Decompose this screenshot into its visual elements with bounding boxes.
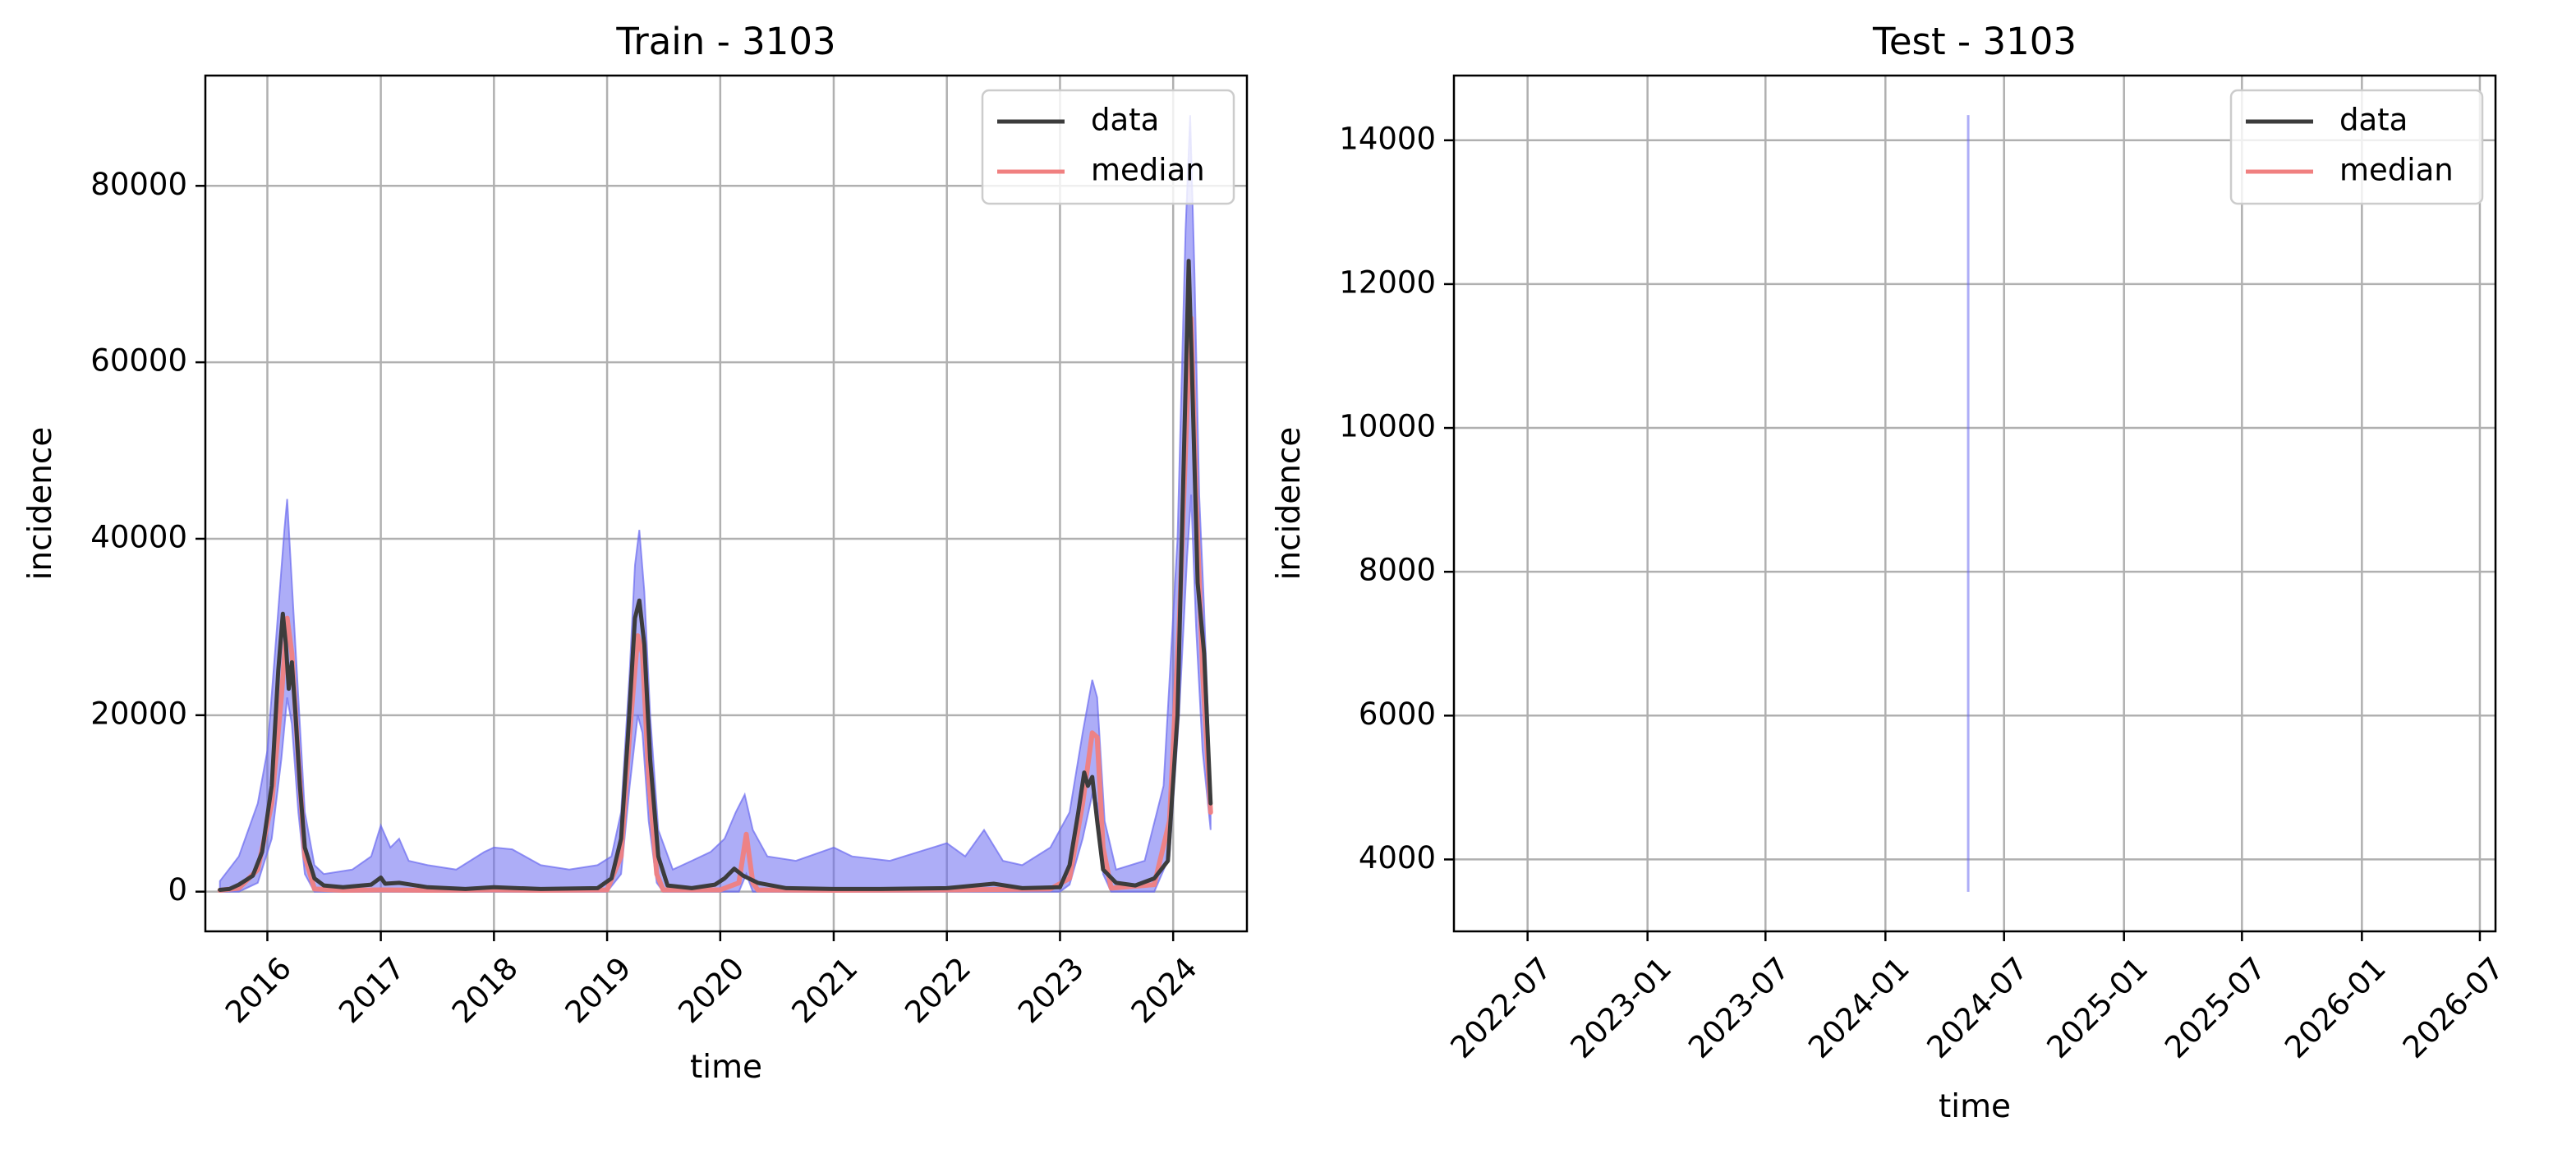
chart-1-axes-frame (204, 74, 1249, 933)
chart-1-ytick-label-4: 80000 (90, 167, 187, 202)
chart-1-xtick-label-5: 2021 (785, 950, 865, 1030)
chart-1-title: Train - 3103 (615, 20, 835, 63)
chart-2-ytick-label-2: 8000 (1359, 553, 1436, 588)
chart-1-series-median-line (217, 315, 1213, 893)
chart-1-ytick-label-1: 20000 (90, 696, 187, 731)
chart-2-ytick-label-4: 12000 (1339, 264, 1436, 300)
chart-1-xtick-label-3: 2019 (559, 950, 638, 1030)
chart-1-xtick-label-2: 2018 (445, 950, 525, 1030)
chart-1-legend: data median (981, 89, 1235, 205)
chart-1-ytick-label-0: 0 (168, 872, 187, 908)
chart-2-legend: data median (2229, 89, 2484, 205)
chart-2-ytick-label-3: 10000 (1339, 409, 1436, 444)
chart-2-legend-label-data: data (2339, 103, 2408, 138)
chart-2-xlabel: time (1939, 1088, 2011, 1125)
chart-2-axes-frame (1452, 74, 2497, 933)
chart-2-xtick-label-0: 2022-07 (1444, 950, 1559, 1065)
chart-1-ytick-label-3: 60000 (90, 343, 187, 379)
chart-2-xtick-label-3: 2024-01 (1801, 950, 1916, 1065)
chart-1-xtick-label-0: 2016 (218, 950, 298, 1030)
chart-1-xtick-label-4: 2020 (671, 950, 751, 1030)
chart-1-legend-label-data: data (1091, 103, 1159, 138)
chart-2-xtick-label-8: 2026-07 (2396, 950, 2511, 1065)
chart-2-xtick-label-4: 2024-07 (1920, 950, 2036, 1065)
chart-2-xtick-label-6: 2025-07 (2158, 950, 2273, 1065)
chart-1-xtick-label-6: 2022 (898, 950, 978, 1030)
chart-1-legend-label-median: median (1091, 153, 1205, 188)
chart-1: 0 20000 40000 60000 80000 2016 2017 2018 2019 202… (22, 20, 1249, 1086)
chart-1-xlabel: time (690, 1049, 762, 1086)
chart-1-ylabel: incidence (22, 427, 59, 581)
chart-1-legend-frame (981, 89, 1235, 205)
chart-2-xtick-label-2: 2023-07 (1681, 950, 1796, 1065)
chart-1-plot-area (217, 115, 1213, 893)
chart-1-series-data-line (218, 259, 1213, 892)
chart-2-legend-frame (2229, 89, 2484, 205)
chart-1-xtick-label-1: 2017 (332, 950, 412, 1030)
chart-2-title: Test - 3103 (1872, 20, 2077, 63)
chart-2-legend-label-median: median (2339, 153, 2454, 188)
chart-2-xtick-label-1: 2023-01 (1564, 950, 1679, 1065)
chart-1-xtick-label-7: 2023 (1011, 950, 1091, 1030)
chart-1-xtick-label-8: 2024 (1125, 950, 1204, 1030)
chart-2-xtick-label-7: 2026-01 (2278, 950, 2393, 1065)
chart-1-band (218, 115, 1212, 893)
chart-2-xtick-label-5: 2025-01 (2040, 950, 2155, 1065)
chart-2-ytick-label-5: 14000 (1339, 121, 1436, 156)
chart-2-ytick-label-0: 4000 (1359, 840, 1436, 876)
chart-2-ylabel: incidence (1271, 427, 1308, 581)
chart-1-ytick-label-2: 40000 (90, 519, 187, 554)
chart-2-ytick-label-1: 6000 (1359, 696, 1436, 732)
